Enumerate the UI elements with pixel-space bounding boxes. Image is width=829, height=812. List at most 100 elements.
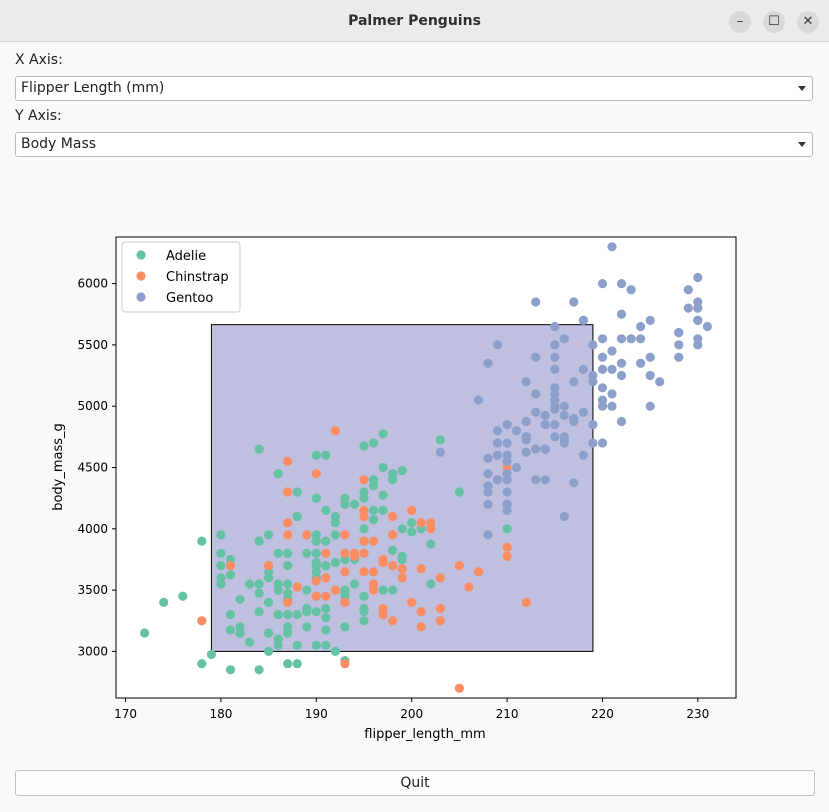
adelie-point: [359, 603, 369, 614]
gentoo-point: [645, 352, 655, 362]
gentoo-point: [578, 450, 589, 460]
y-tick-label: 4500: [77, 461, 108, 475]
x-tick-label: 170: [114, 707, 137, 721]
maximize-button[interactable]: ☐: [763, 11, 785, 33]
chinstrap-point: [359, 511, 369, 522]
y-axis-select[interactable]: Body Mass: [15, 132, 813, 157]
adelie-point: [225, 625, 236, 635]
scatter-plot[interactable]: 170 180 190 200 210 220 230 3000 3500 4000 4500 50…: [0, 160, 829, 760]
gentoo-point: [550, 364, 560, 374]
chinstrap-point: [388, 561, 398, 571]
chinstrap-point: [502, 551, 512, 562]
adelie-point: [225, 570, 236, 580]
chinstrap-point: [416, 518, 426, 528]
adelie-point: [273, 610, 283, 620]
minimize-button[interactable]: –: [729, 11, 751, 33]
gentoo-point: [693, 297, 703, 307]
gentoo-point: [483, 487, 493, 497]
adelie-point: [254, 607, 264, 617]
chinstrap-legend-label: Chinstrap: [166, 270, 229, 285]
gentoo-point: [531, 297, 541, 307]
gentoo-point: [655, 377, 665, 387]
adelie-point: [359, 591, 369, 601]
chinstrap-point: [330, 426, 340, 436]
gentoo-point: [607, 389, 617, 399]
gentoo-point: [597, 334, 608, 344]
gentoo-point: [597, 279, 608, 289]
adelie-point: [292, 511, 302, 522]
gentoo-point: [483, 530, 493, 540]
chinstrap-point: [502, 542, 512, 552]
gentoo-point: [597, 383, 608, 393]
chinstrap-point: [340, 567, 350, 577]
gentoo-point: [502, 438, 512, 448]
adelie-point: [254, 579, 264, 589]
gentoo-point: [511, 462, 522, 473]
gentoo-point: [559, 511, 569, 522]
x-axis-label: X Axis:: [15, 52, 63, 68]
adelie-point: [292, 640, 302, 650]
adelie-point: [321, 450, 331, 460]
gentoo-point: [492, 475, 503, 485]
chinstrap-point: [340, 597, 350, 608]
gentoo-point: [645, 370, 655, 381]
adelie-point: [216, 561, 226, 571]
gentoo-point: [626, 285, 636, 295]
adelie-point: [225, 610, 236, 620]
adelie-point: [330, 511, 340, 522]
chinstrap-point: [283, 518, 293, 528]
chinstrap-point: [473, 567, 484, 577]
adelie-point: [178, 591, 188, 601]
chinstrap-point: [368, 585, 379, 595]
chinstrap-point: [435, 616, 445, 626]
gentoo-point: [559, 410, 569, 420]
adelie-point: [311, 640, 321, 650]
adelie-point: [302, 607, 312, 617]
chinstrap-point: [416, 622, 426, 632]
chevron-down-icon: [798, 142, 806, 147]
quit-button[interactable]: Quit: [15, 770, 815, 796]
gentoo-point: [616, 309, 627, 319]
chinstrap-point: [464, 582, 474, 592]
gentoo-point: [502, 420, 512, 430]
gentoo-point: [550, 352, 560, 362]
gentoo-point: [531, 389, 541, 399]
gentoo-point: [540, 410, 550, 420]
chinstrap-point: [435, 603, 445, 614]
gentoo-point: [683, 285, 693, 295]
adelie-point: [254, 588, 264, 598]
gentoo-point: [616, 416, 627, 427]
close-button[interactable]: ✕: [797, 11, 819, 33]
gentoo-point: [636, 358, 646, 368]
adelie-point: [349, 499, 360, 509]
adelie-point: [273, 469, 283, 479]
adelie-point: [159, 597, 169, 608]
adelie-point: [311, 607, 321, 617]
adelie-point: [359, 524, 369, 534]
x-axis-select[interactable]: Flipper Length (mm): [15, 76, 813, 101]
chinstrap-point: [349, 548, 360, 558]
y-axis-label: Y Axis:: [15, 108, 62, 124]
y-tick-label: 5500: [77, 338, 108, 352]
gentoo-point: [483, 469, 493, 479]
gentoo-point: [483, 358, 493, 368]
adelie-point: [407, 518, 417, 528]
legend-box: [121, 241, 241, 313]
adelie-point: [311, 557, 321, 568]
chinstrap-point: [378, 554, 388, 565]
y-tick-label: 5000: [77, 399, 108, 413]
gentoo-point: [693, 340, 703, 350]
x-tick-label: 200: [400, 707, 423, 721]
legend: Adelie Chinstrap Gentoo: [121, 241, 241, 313]
adelie-point: [235, 628, 245, 638]
gentoo-point: [550, 420, 560, 430]
gentoo-point: [597, 364, 608, 374]
adelie-point: [368, 438, 379, 448]
chinstrap-point: [454, 561, 464, 571]
gentoo-point: [492, 340, 503, 350]
gentoo-point: [588, 370, 598, 381]
adelie-point: [264, 597, 274, 608]
chinstrap-legend-marker: [136, 271, 146, 281]
adelie-point: [330, 646, 340, 657]
chinstrap-point: [426, 524, 436, 534]
